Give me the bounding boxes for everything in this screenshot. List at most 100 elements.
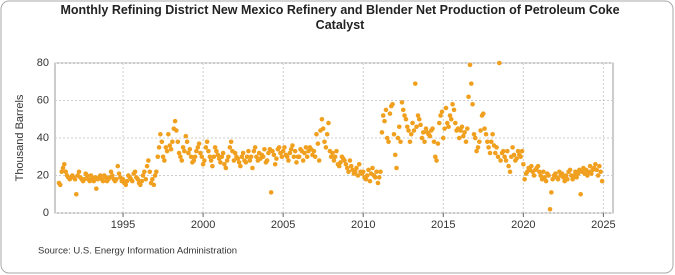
point <box>356 161 362 167</box>
point <box>498 158 503 163</box>
point <box>239 154 245 160</box>
point <box>487 150 493 156</box>
point <box>458 128 463 133</box>
point <box>506 163 511 169</box>
point <box>543 178 549 184</box>
point <box>223 165 229 171</box>
point <box>94 186 99 191</box>
point <box>495 154 501 160</box>
point <box>235 156 241 161</box>
point <box>72 176 78 182</box>
point <box>266 150 271 156</box>
point <box>202 158 207 163</box>
point <box>400 107 406 113</box>
point <box>59 169 65 175</box>
point <box>124 178 130 184</box>
point <box>182 148 187 154</box>
point <box>450 101 455 107</box>
point <box>467 62 473 68</box>
point <box>294 160 299 165</box>
point <box>180 145 186 150</box>
chart-title: Monthly Refining District New Mexico Ref… <box>60 3 620 32</box>
point <box>231 158 237 163</box>
point <box>380 113 386 118</box>
point <box>406 128 411 133</box>
point <box>176 150 182 156</box>
point <box>497 60 502 66</box>
point <box>166 131 171 137</box>
point <box>168 146 174 152</box>
point <box>334 148 339 154</box>
point <box>227 145 233 150</box>
point <box>188 154 194 160</box>
point <box>315 141 321 146</box>
point <box>418 122 423 128</box>
point <box>559 171 565 176</box>
x-tick-label: 2000 <box>191 219 215 231</box>
point <box>599 178 605 184</box>
point <box>130 178 135 184</box>
point <box>238 163 243 169</box>
point <box>251 148 257 154</box>
x-tick-label: 2005 <box>271 219 295 231</box>
point <box>319 116 325 122</box>
point <box>493 150 498 156</box>
point <box>408 131 414 137</box>
point <box>367 178 373 184</box>
point <box>215 152 221 158</box>
point <box>203 145 209 150</box>
point <box>244 154 250 160</box>
point <box>138 182 143 188</box>
point <box>160 154 166 160</box>
point <box>330 150 335 156</box>
point <box>311 148 317 154</box>
point <box>178 154 183 160</box>
point <box>382 118 387 124</box>
point <box>302 150 307 156</box>
point <box>419 135 425 141</box>
point <box>135 176 141 182</box>
point <box>279 154 285 160</box>
point <box>304 154 310 160</box>
point <box>108 169 114 175</box>
point <box>123 182 129 188</box>
point <box>240 150 246 156</box>
point <box>489 139 494 145</box>
point <box>473 135 478 141</box>
point <box>354 165 359 171</box>
point <box>338 160 343 165</box>
source: Source: U.S. Energy Information Administ… <box>38 246 237 257</box>
point <box>475 145 481 150</box>
point <box>110 173 115 178</box>
point <box>563 173 569 178</box>
point <box>187 146 193 152</box>
point <box>163 145 169 150</box>
y-tick-label: 60 <box>37 94 49 106</box>
point <box>394 165 399 171</box>
point <box>250 165 255 171</box>
point <box>431 139 437 145</box>
point <box>507 169 513 175</box>
y-axis-label: Thousand Barrels <box>14 94 26 181</box>
point <box>347 158 353 163</box>
point <box>481 111 486 116</box>
point <box>598 169 603 175</box>
point <box>555 176 561 182</box>
point <box>322 139 327 145</box>
point <box>170 139 175 145</box>
point <box>292 148 298 154</box>
point <box>207 154 213 160</box>
point <box>464 126 470 131</box>
point <box>374 169 379 175</box>
point <box>220 150 226 156</box>
point <box>521 161 526 167</box>
point <box>375 180 381 186</box>
point <box>477 139 482 145</box>
point <box>456 135 462 141</box>
point <box>430 126 435 131</box>
point <box>390 101 395 107</box>
point <box>511 152 517 158</box>
point <box>593 161 598 167</box>
point <box>478 128 483 133</box>
point <box>578 191 583 197</box>
